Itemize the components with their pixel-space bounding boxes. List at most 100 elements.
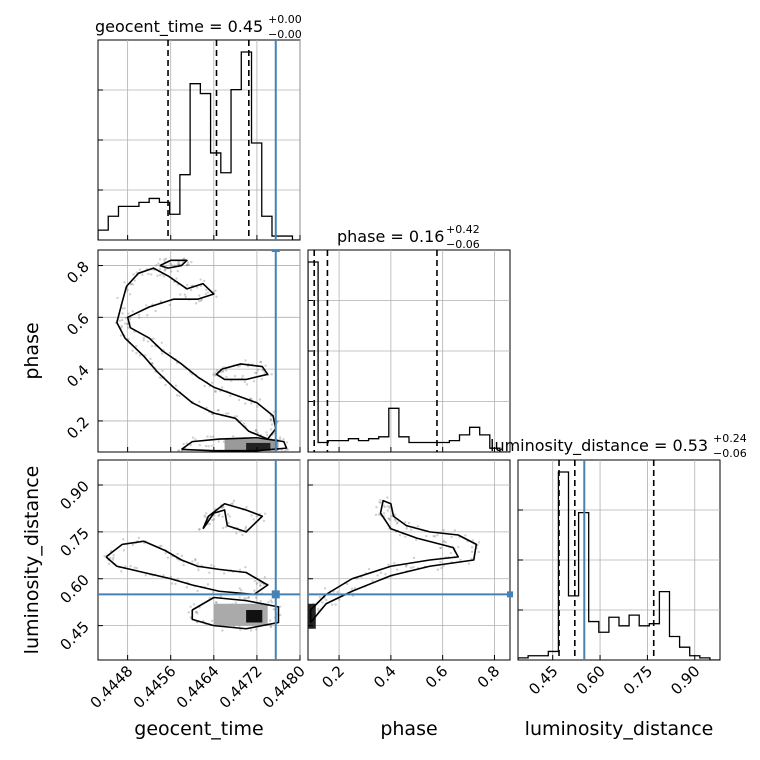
sample-point bbox=[158, 258, 162, 261]
contour-lower bbox=[181, 436, 288, 452]
sample-point bbox=[396, 568, 399, 571]
sample-point bbox=[126, 322, 129, 326]
sample-point bbox=[120, 318, 124, 322]
sample-point bbox=[254, 429, 258, 433]
sample-point bbox=[264, 364, 267, 367]
title-lumdist-minus: −0.06 bbox=[713, 447, 747, 460]
sample-point bbox=[279, 613, 282, 617]
sample-point bbox=[123, 307, 126, 310]
sample-point bbox=[386, 509, 389, 512]
sample-point bbox=[204, 512, 208, 515]
sample-point bbox=[414, 538, 418, 542]
sample-point bbox=[142, 336, 146, 340]
sample-point bbox=[269, 428, 273, 431]
contour-outer bbox=[309, 499, 478, 624]
sample-point bbox=[137, 313, 141, 317]
sample-point bbox=[166, 556, 169, 559]
sample-point bbox=[175, 277, 178, 280]
sample-point bbox=[164, 257, 168, 261]
title-luminosity-distance: luminosity_distance = 0.53 +0.24 −0.06 bbox=[490, 432, 747, 460]
sample-point bbox=[111, 558, 115, 561]
sample-point bbox=[213, 565, 216, 568]
sample-point bbox=[131, 310, 134, 313]
sample-point bbox=[174, 582, 177, 586]
x-tick-label: 0.6 bbox=[422, 662, 452, 692]
sample-point bbox=[283, 449, 287, 452]
sample-point bbox=[439, 560, 442, 564]
sample-point bbox=[149, 357, 152, 360]
sample-point bbox=[131, 543, 134, 547]
title-geocent-time-plus: +0.00 bbox=[268, 13, 302, 26]
sample-point bbox=[147, 272, 150, 276]
x-tick-label: 0.60 bbox=[573, 662, 609, 698]
sample-point bbox=[286, 448, 290, 451]
sample-point bbox=[471, 539, 475, 542]
sample-point bbox=[169, 575, 173, 579]
sample-point bbox=[238, 568, 242, 572]
sample-point bbox=[259, 360, 263, 364]
xlabel-phase: phase bbox=[380, 718, 437, 740]
sample-point bbox=[440, 566, 443, 570]
histogram-luminosity_distance bbox=[518, 471, 720, 660]
sample-point bbox=[170, 263, 173, 266]
sample-point bbox=[122, 538, 125, 541]
sample-point bbox=[191, 560, 194, 563]
density-block bbox=[246, 442, 271, 451]
sample-point bbox=[223, 453, 225, 455]
sample-point bbox=[144, 354, 147, 357]
sample-point bbox=[244, 597, 248, 600]
sample-point bbox=[261, 453, 263, 455]
sample-point bbox=[194, 559, 197, 562]
density-block bbox=[308, 603, 316, 629]
y-tick-label: 0.75 bbox=[56, 524, 92, 560]
x-tick-label: 0.90 bbox=[667, 662, 703, 698]
sample-point bbox=[244, 527, 247, 530]
sample-point bbox=[334, 603, 337, 606]
sample-point bbox=[317, 607, 320, 611]
sample-point bbox=[213, 374, 217, 377]
sample-point bbox=[211, 518, 214, 522]
sample-point bbox=[250, 514, 253, 517]
sample-point bbox=[215, 295, 218, 298]
xlabel-luminosity-distance: luminosity_distance bbox=[525, 718, 714, 740]
sample-point bbox=[198, 527, 201, 531]
sample-point bbox=[161, 369, 164, 373]
x-tick-label: 0.4464 bbox=[173, 662, 223, 712]
sample-point bbox=[374, 513, 378, 517]
sample-point bbox=[221, 370, 225, 373]
sample-point bbox=[146, 313, 149, 317]
sample-point bbox=[255, 628, 258, 631]
sample-point bbox=[379, 571, 383, 574]
sample-point bbox=[254, 371, 257, 375]
sample-point bbox=[198, 528, 201, 531]
sample-point bbox=[207, 445, 210, 448]
sample-point bbox=[453, 529, 457, 532]
sample-point bbox=[158, 267, 162, 271]
density-blocks bbox=[213, 439, 316, 629]
sample-point bbox=[208, 571, 211, 574]
sample-point bbox=[231, 502, 234, 505]
sample-point bbox=[470, 546, 474, 549]
x-tick-label: 0.8 bbox=[474, 662, 504, 692]
sample-point bbox=[214, 453, 216, 455]
contour-outer bbox=[116, 267, 277, 440]
sample-point bbox=[129, 282, 132, 286]
sample-point bbox=[205, 406, 208, 410]
sample-point bbox=[243, 380, 247, 384]
title-lumdist-name: luminosity_distance bbox=[490, 436, 649, 456]
sample-point bbox=[142, 339, 145, 342]
sample-point bbox=[121, 312, 124, 315]
x-tick-label: 0.75 bbox=[620, 662, 656, 698]
sample-point bbox=[186, 283, 189, 287]
sample-point bbox=[396, 521, 399, 524]
sample-point bbox=[233, 374, 237, 378]
sample-point bbox=[477, 541, 481, 544]
sample-point bbox=[217, 440, 220, 443]
sample-point bbox=[103, 555, 106, 558]
sample-point bbox=[138, 268, 142, 271]
sample-point bbox=[152, 337, 155, 341]
sample-point bbox=[244, 402, 247, 405]
sample-point bbox=[438, 546, 442, 550]
sample-point bbox=[224, 412, 228, 415]
